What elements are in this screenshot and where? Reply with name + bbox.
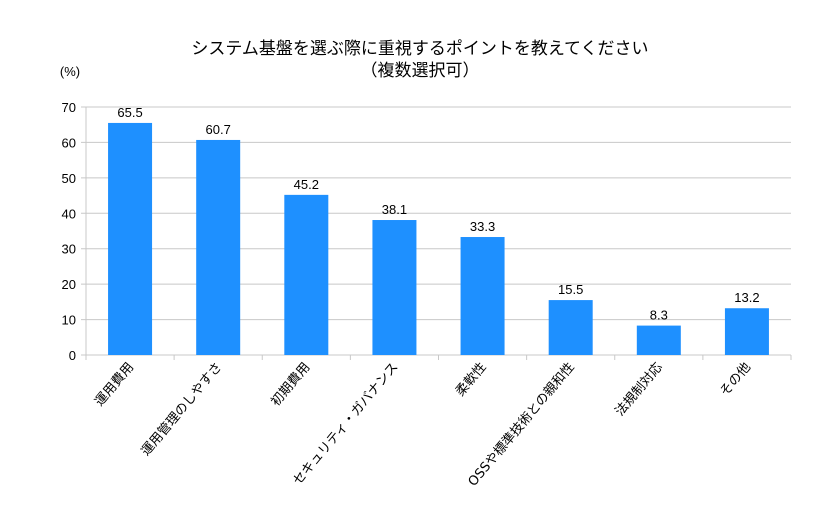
chart-subtitle: （複数選択可） [361, 61, 480, 81]
y-tick-label: 70 [62, 100, 76, 115]
bar [196, 139, 241, 355]
data-label: 65.5 [117, 105, 142, 120]
bar [284, 194, 329, 355]
y-tick-label: 40 [62, 206, 76, 221]
x-category-label: 運用管理のしやすさ [139, 360, 226, 459]
data-label: 33.3 [470, 219, 495, 234]
y-tick-label: 10 [62, 313, 76, 328]
x-category-label: セキュリティ・ガバナンス [290, 360, 401, 488]
x-category-label: 柔軟性 [452, 359, 489, 399]
bar [548, 300, 593, 355]
data-label: 15.5 [558, 282, 583, 297]
y-tick-label: 30 [62, 242, 76, 257]
bar [460, 237, 505, 355]
data-label: 45.2 [294, 177, 319, 192]
x-category-label: その他 [717, 360, 754, 400]
data-label: 38.1 [382, 202, 407, 217]
x-category-label: 法規制対応 [613, 360, 666, 419]
y-axis-unit-label: (%) [60, 64, 80, 79]
x-category-label: 運用費用 [92, 360, 137, 409]
chart-title: システム基盤を選ぶ際に重視するポイントを教えてください [191, 39, 648, 59]
bar [372, 220, 417, 355]
y-tick-label: 60 [62, 135, 76, 150]
bar [724, 308, 769, 355]
bar [636, 325, 681, 355]
x-category-label: 初期費用 [268, 360, 313, 409]
y-tick-label: 20 [62, 277, 76, 292]
data-label: 8.3 [650, 308, 668, 323]
data-label: 13.2 [734, 290, 759, 305]
y-tick-label: 0 [69, 348, 76, 363]
bar [108, 122, 153, 355]
y-tick-label: 50 [62, 171, 76, 186]
data-label: 60.7 [206, 122, 231, 137]
